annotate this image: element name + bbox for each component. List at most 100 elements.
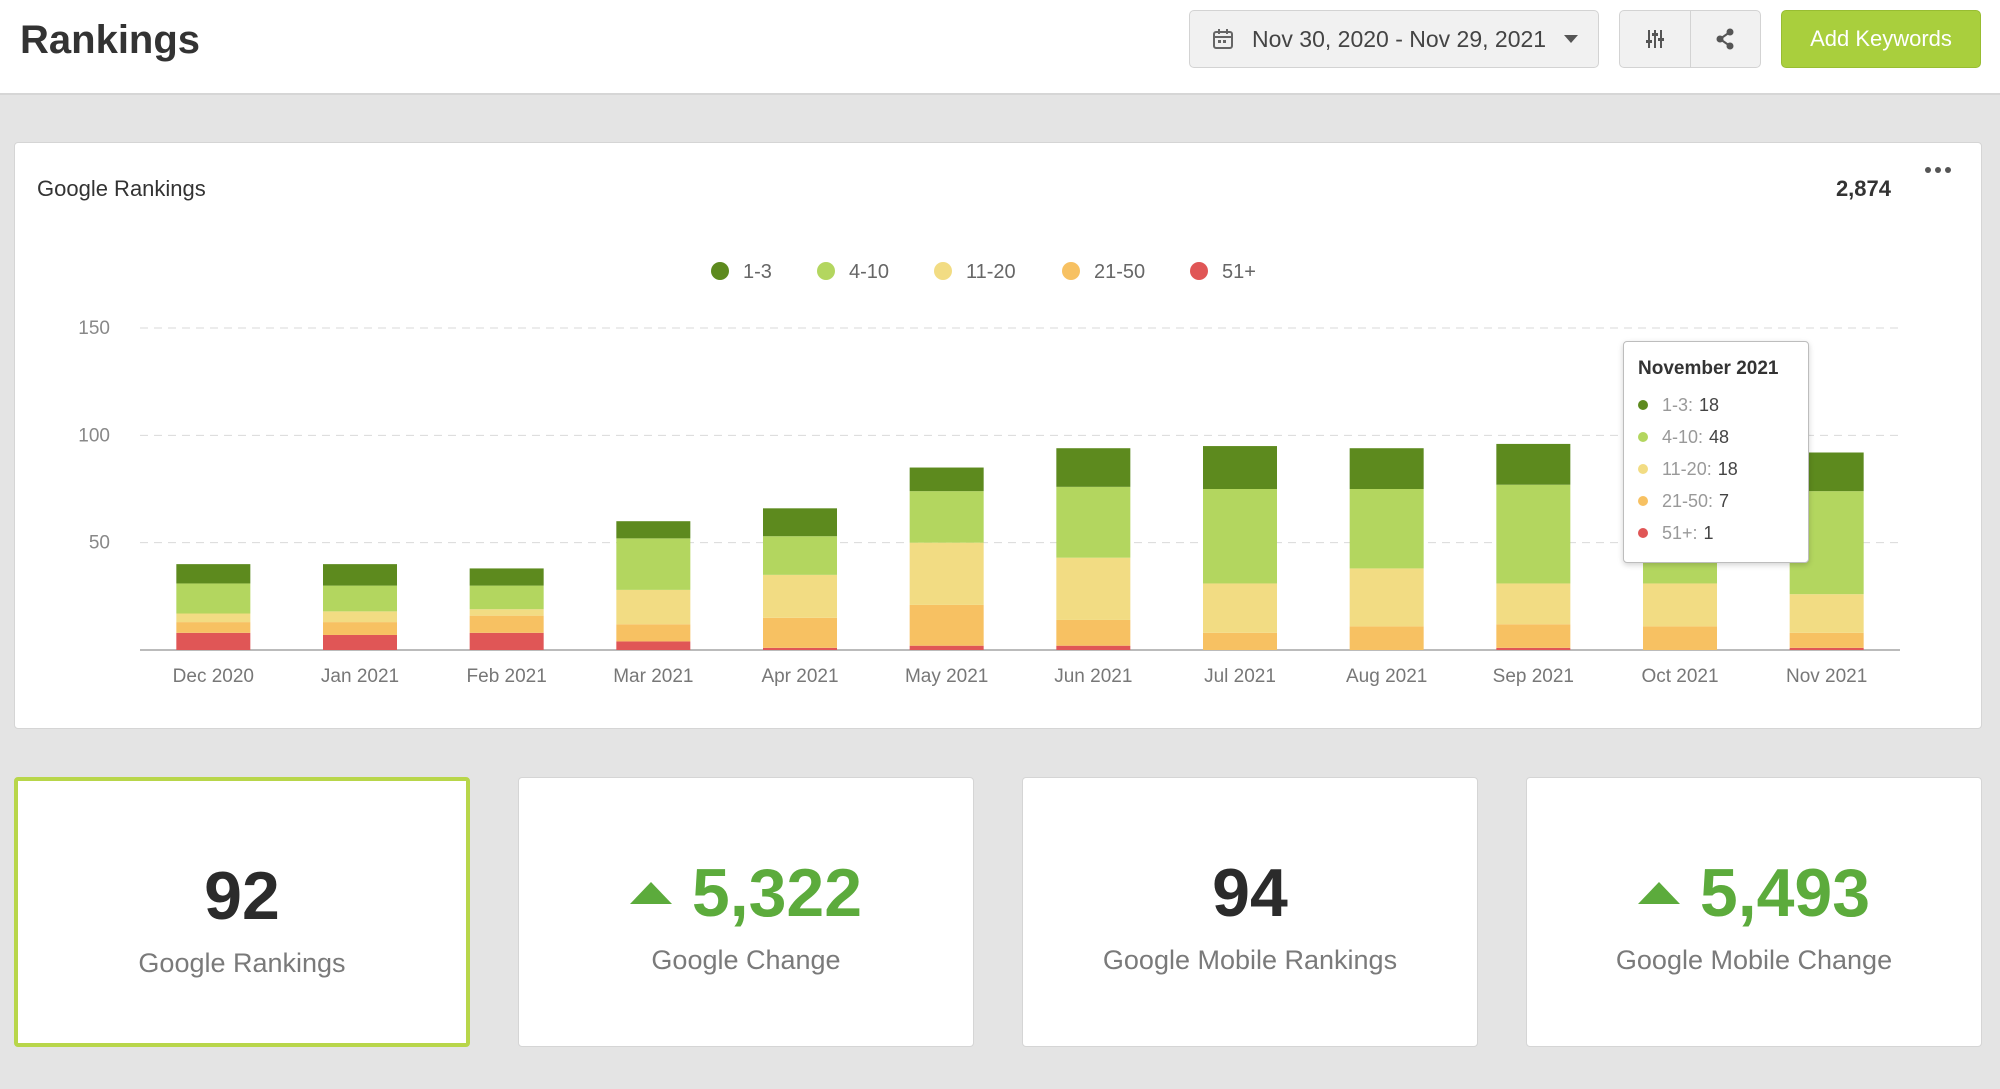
chevron-down-icon bbox=[1564, 35, 1579, 43]
tooltip-row: 11-20: 18 bbox=[1638, 453, 1808, 485]
bar-segment bbox=[1496, 647, 1571, 650]
legend-marker bbox=[817, 262, 835, 280]
x-tick-label: Jan 2021 bbox=[321, 666, 399, 687]
legend-label: 4-10 bbox=[849, 261, 889, 283]
sliders-icon bbox=[1645, 30, 1664, 48]
bar-segment bbox=[1056, 557, 1131, 620]
bar-segment bbox=[323, 564, 397, 586]
legend-marker bbox=[934, 262, 952, 280]
bar-segment bbox=[176, 583, 251, 614]
legend-label: 21-50 bbox=[1094, 261, 1145, 283]
more-options-icon[interactable] bbox=[1925, 167, 1951, 173]
tooltip-label: 21-50: bbox=[1662, 490, 1714, 511]
tooltip-value: 7 bbox=[1719, 490, 1730, 511]
legend-dot bbox=[1638, 400, 1648, 410]
share-button[interactable] bbox=[1689, 11, 1761, 67]
bar-segment bbox=[323, 622, 397, 635]
stat-number: 92 bbox=[204, 858, 280, 934]
bar-segment bbox=[323, 611, 397, 623]
x-tick-label: Nov 2021 bbox=[1786, 666, 1867, 687]
x-tick-label: May 2021 bbox=[905, 666, 988, 687]
tooltip-value: 1 bbox=[1703, 522, 1714, 543]
x-tick-label: Jun 2021 bbox=[1054, 666, 1132, 687]
bar-segment bbox=[469, 585, 544, 610]
x-tick-label: Mar 2021 bbox=[613, 666, 693, 687]
bar-segment bbox=[469, 632, 544, 650]
x-tick-label: Feb 2021 bbox=[467, 666, 547, 687]
card-title: Google Rankings bbox=[37, 176, 206, 201]
bar-segment bbox=[909, 645, 984, 650]
stat-card-google-change[interactable]: 5,322 Google Change bbox=[518, 777, 974, 1047]
stat-label: Google Mobile Change bbox=[1615, 945, 1893, 975]
bar-segment bbox=[909, 604, 984, 646]
legend-dot bbox=[1638, 528, 1648, 538]
bar-segment bbox=[1349, 489, 1424, 569]
bar-segment bbox=[1789, 632, 1864, 648]
filter-button[interactable] bbox=[1620, 11, 1690, 67]
bar-segment bbox=[176, 613, 251, 623]
x-tick-label: Apr 2021 bbox=[761, 666, 838, 687]
stat-value: 92 bbox=[204, 856, 280, 936]
date-range-picker[interactable]: Nov 30, 2020 - Nov 29, 2021 bbox=[1189, 10, 1599, 68]
legend-dot bbox=[1638, 432, 1648, 442]
stat-value: 5,493 bbox=[1637, 853, 1870, 933]
bar-segment bbox=[763, 647, 837, 650]
stat-number: 5,322 bbox=[691, 855, 863, 931]
bar-segment bbox=[763, 508, 837, 537]
bar-segment bbox=[1789, 647, 1864, 650]
bar-segment bbox=[616, 521, 691, 539]
arrow-up-icon bbox=[629, 882, 672, 904]
bar-segment bbox=[1349, 448, 1424, 489]
tooltip-label: 1-3: bbox=[1662, 394, 1694, 415]
tooltip-row: 51+: 1 bbox=[1638, 517, 1808, 549]
bar-segment bbox=[469, 568, 544, 586]
bar-segment bbox=[909, 491, 984, 543]
add-keywords-button[interactable]: Add Keywords bbox=[1781, 10, 1981, 68]
tooltip-value: 48 bbox=[1709, 426, 1730, 447]
stat-label: Google Change bbox=[651, 945, 841, 975]
legend-marker bbox=[711, 262, 729, 280]
tooltip-value: 18 bbox=[1699, 394, 1720, 415]
tooltip-row: 21-50: 7 bbox=[1638, 485, 1808, 517]
x-tick-label: Dec 2020 bbox=[173, 666, 254, 687]
stat-value: 5,322 bbox=[629, 853, 863, 933]
rankings-total: 2,874 bbox=[1835, 176, 1891, 201]
bar-segment bbox=[763, 574, 837, 618]
x-tick-label: Oct 2021 bbox=[1641, 666, 1718, 687]
arrow-up-icon bbox=[1637, 882, 1680, 904]
header-bar: Rankings Nov 30, 2020 - Nov 29, 2021 bbox=[0, 0, 2000, 95]
y-tick-label: 150 bbox=[78, 318, 110, 339]
chart-tooltip: November 2021 1-3: 18 4-10: 48 11-20: 18… bbox=[1623, 341, 1809, 563]
date-range-label: Nov 30, 2020 - Nov 29, 2021 bbox=[1252, 25, 1547, 52]
bar-segment bbox=[1056, 486, 1131, 558]
bar-segment bbox=[1056, 619, 1131, 646]
bar-segment bbox=[1496, 583, 1571, 625]
x-tick-label: Sep 2021 bbox=[1493, 666, 1574, 687]
tooltip-label: 51+: bbox=[1662, 522, 1698, 543]
stat-card-google-mobile-change[interactable]: 5,493 Google Mobile Change bbox=[1526, 777, 1982, 1047]
bar-segment bbox=[909, 467, 984, 492]
y-tick-label: 100 bbox=[78, 425, 110, 446]
toolbar-icon-group bbox=[1619, 10, 1761, 68]
tooltip-label: 4-10: bbox=[1662, 426, 1704, 447]
stat-card-google-mobile-rankings[interactable]: 94 Google Mobile Rankings bbox=[1022, 777, 1478, 1047]
y-tick-label: 50 bbox=[89, 533, 110, 554]
x-tick-label: Jul 2021 bbox=[1204, 666, 1276, 687]
bar-segment bbox=[763, 536, 837, 575]
bar-segment bbox=[616, 624, 691, 642]
calendar-icon bbox=[1213, 29, 1233, 49]
bar-segment bbox=[1643, 626, 1717, 650]
stat-card-google-rankings[interactable]: 92 Google Rankings bbox=[14, 777, 470, 1047]
google-rankings-card: Google Rankings 2,874 1-3 4-10 11-20 21-50 5… bbox=[14, 142, 1982, 729]
bar-segment bbox=[1203, 632, 1277, 650]
legend-marker bbox=[1062, 262, 1080, 280]
bar-segment bbox=[909, 542, 984, 605]
legend-dot bbox=[1638, 496, 1648, 506]
bar-segment bbox=[176, 622, 251, 633]
legend-label: 11-20 bbox=[966, 261, 1016, 283]
stat-number: 94 bbox=[1212, 855, 1288, 931]
bar-segment bbox=[323, 585, 397, 612]
tooltip-title: November 2021 bbox=[1638, 358, 1779, 379]
stat-label: Google Mobile Rankings bbox=[1102, 945, 1398, 975]
bar-segment bbox=[1203, 489, 1277, 584]
